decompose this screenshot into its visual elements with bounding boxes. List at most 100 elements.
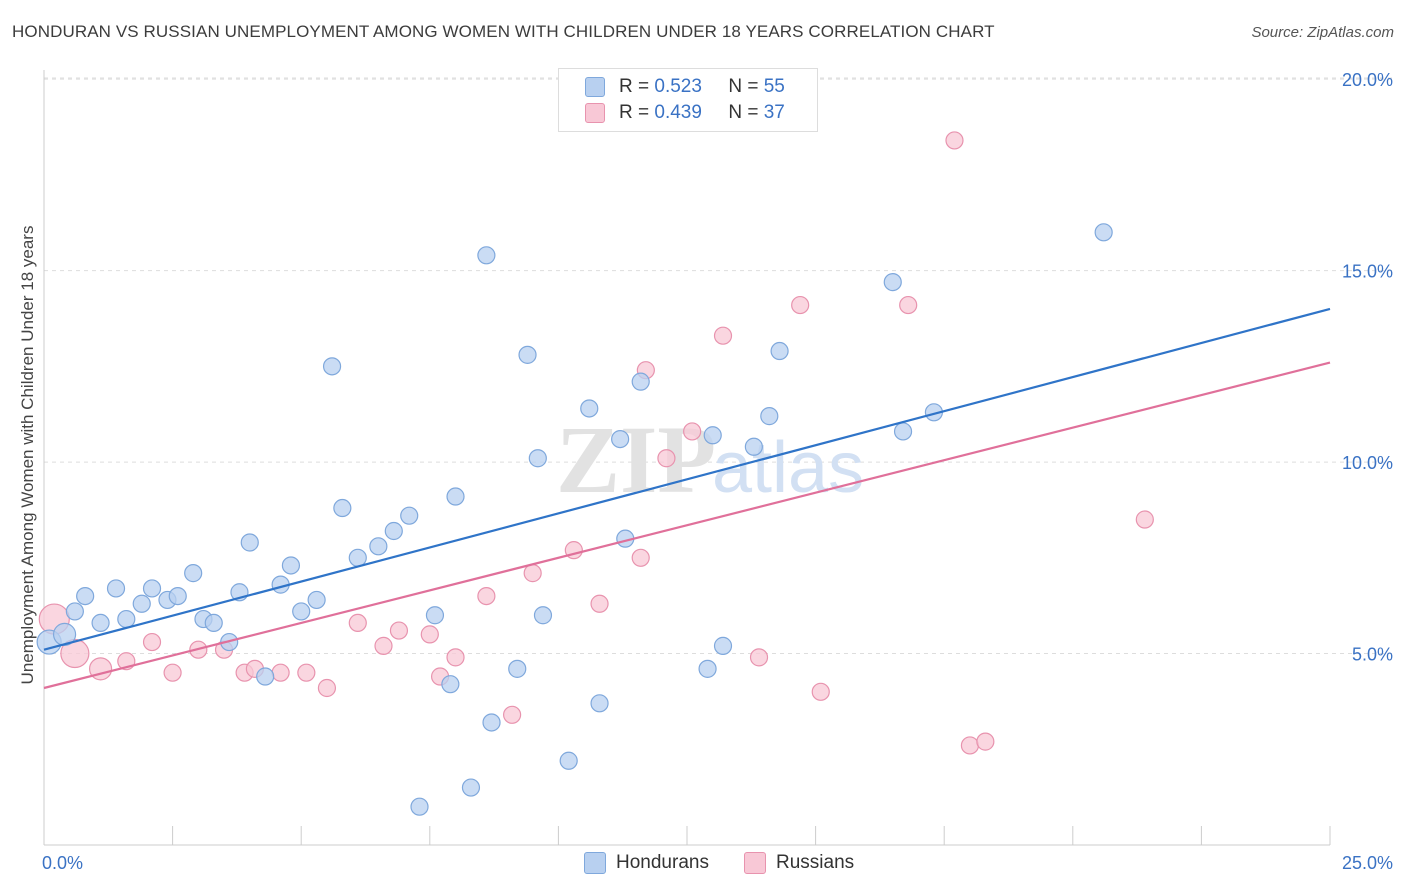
russian-point xyxy=(811,682,830,701)
honduran-point xyxy=(441,675,460,694)
honduran-point xyxy=(713,636,733,655)
russian-point xyxy=(1135,510,1154,529)
legend-n-value: 55 xyxy=(763,76,785,97)
honduran-point xyxy=(400,506,419,525)
honduran-point xyxy=(142,579,162,598)
honduran-point xyxy=(1094,223,1113,242)
honduran-point xyxy=(559,751,578,770)
russian-point xyxy=(389,621,409,640)
russian-point xyxy=(297,663,316,682)
honduran-point xyxy=(425,606,445,625)
russian-point xyxy=(348,613,367,633)
honduran-point xyxy=(744,437,763,456)
honduran-point xyxy=(132,594,151,613)
x-axis-ticks xyxy=(172,826,1331,845)
series-swatch-russians xyxy=(744,852,766,874)
honduran-point xyxy=(168,586,187,606)
x-tick-label: 0.0% xyxy=(42,853,83,873)
y-axis-tick-labels: 5.0% 10.0% 15.0% 20.0% xyxy=(1342,70,1393,664)
series-legend-russians[interactable]: Russians xyxy=(744,852,854,874)
honduran-point xyxy=(482,713,501,732)
legend-swatch-hondurans xyxy=(585,77,605,97)
honduran-point xyxy=(477,246,496,265)
russians-points xyxy=(38,131,1154,755)
honduran-point xyxy=(508,659,527,678)
russian-point xyxy=(374,636,393,655)
honduran-point xyxy=(518,345,537,364)
russians-trend-line xyxy=(43,361,1331,690)
russian-point xyxy=(446,648,465,667)
honduran-point xyxy=(204,613,223,633)
russian-point xyxy=(683,422,702,441)
honduran-point xyxy=(461,778,481,797)
series-swatch-hondurans xyxy=(584,852,606,874)
russian-point xyxy=(420,625,439,644)
honduran-point xyxy=(580,399,599,418)
honduran-point xyxy=(446,487,465,506)
honduran-point xyxy=(307,590,326,610)
correlation-legend: R = 0.523 N = 55 R = 0.439 N = 37 xyxy=(558,68,818,132)
watermark-atlas: atlas xyxy=(712,428,864,508)
hondurans-trend-line xyxy=(43,307,1331,651)
honduran-point xyxy=(91,613,110,633)
honduran-point xyxy=(528,449,547,468)
honduran-point xyxy=(240,533,259,552)
honduran-point xyxy=(611,429,630,449)
honduran-point xyxy=(106,579,126,598)
legend-n-label: N = xyxy=(728,102,764,123)
y-tick-label: 10.0% xyxy=(1342,453,1393,473)
russian-point xyxy=(142,632,162,652)
russian-point xyxy=(590,594,609,613)
legend-r-value: 0.523 xyxy=(654,76,702,97)
series-legend-hondurans[interactable]: Hondurans xyxy=(584,852,709,874)
honduran-point xyxy=(256,667,275,686)
russian-point xyxy=(631,548,650,567)
russian-point xyxy=(657,449,676,468)
source-label: Source: ZipAtlas.com xyxy=(1251,24,1394,41)
russian-point xyxy=(271,663,290,682)
x-tick-label: 25.0% xyxy=(1342,853,1393,873)
honduran-point xyxy=(369,537,388,556)
russian-point xyxy=(713,326,733,345)
watermark-zip: ZIP xyxy=(556,406,716,513)
trend-lines xyxy=(43,307,1331,690)
russian-point xyxy=(749,648,769,667)
honduran-point xyxy=(65,602,84,621)
honduran-point xyxy=(292,602,311,621)
honduran-point xyxy=(184,564,203,583)
russian-point xyxy=(899,295,918,315)
honduran-point xyxy=(410,797,429,816)
y-tick-label: 5.0% xyxy=(1352,645,1393,665)
honduran-point xyxy=(322,357,342,376)
russian-point xyxy=(523,564,542,583)
honduran-point xyxy=(703,426,722,445)
legend-n-label: N = xyxy=(728,76,764,97)
honduran-point xyxy=(883,272,902,292)
honduran-point xyxy=(590,694,609,713)
russian-point xyxy=(503,705,522,724)
russian-point xyxy=(960,736,980,755)
russian-point xyxy=(163,663,182,682)
y-tick-label: 20.0% xyxy=(1342,70,1393,90)
honduran-point xyxy=(631,372,650,391)
honduran-point xyxy=(384,521,403,541)
series-legend: Hondurans Russians xyxy=(0,852,1406,878)
series-label-hondurans: Hondurans xyxy=(616,852,709,873)
russian-point xyxy=(976,732,995,751)
honduran-point xyxy=(698,659,717,678)
zipatlas-watermark: ZIP atlas xyxy=(556,406,864,513)
honduran-point xyxy=(281,556,301,575)
honduran-point xyxy=(893,422,913,441)
honduran-point xyxy=(760,407,779,426)
honduran-point xyxy=(348,548,367,567)
russian-point xyxy=(945,131,964,150)
series-label-russians: Russians xyxy=(776,852,855,873)
chart-title: HONDURAN VS RUSSIAN UNEMPLOYMENT AMONG W… xyxy=(12,22,995,41)
russian-point xyxy=(317,678,337,698)
legend-r-label: R = xyxy=(619,102,655,123)
hondurans-points xyxy=(36,223,1113,816)
russian-point xyxy=(791,295,810,315)
honduran-point xyxy=(117,609,136,629)
y-tick-label: 15.0% xyxy=(1342,262,1393,282)
